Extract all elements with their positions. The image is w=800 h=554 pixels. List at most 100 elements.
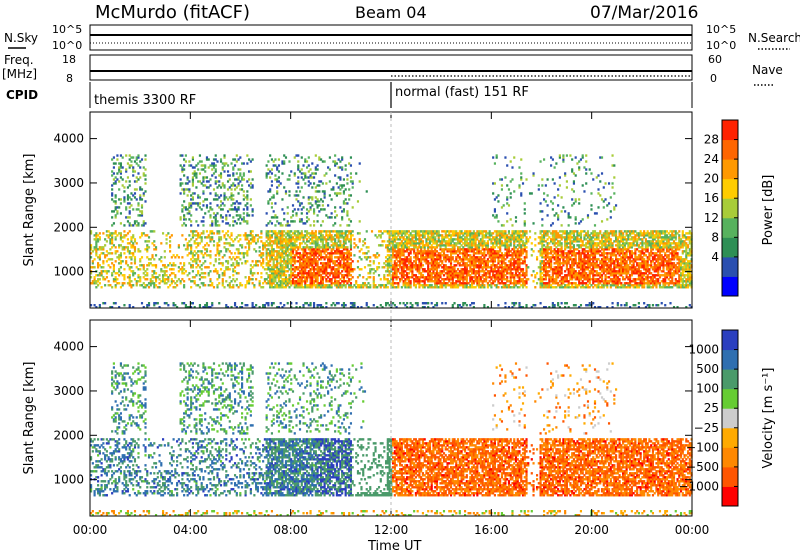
data-cell — [458, 240, 461, 243]
data-cell — [137, 208, 140, 211]
data-cell — [93, 276, 96, 279]
data-cell — [404, 266, 407, 269]
data-cell — [502, 272, 505, 275]
data-cell — [462, 286, 465, 289]
data-cell — [414, 262, 417, 265]
data-cell — [228, 286, 231, 289]
data-cell — [279, 240, 282, 243]
nave-tick-top: 60 — [708, 53, 722, 66]
data-cell — [281, 248, 284, 251]
data-cell — [191, 256, 194, 259]
data-cell — [246, 196, 249, 199]
data-cell — [349, 172, 353, 175]
data-cell — [223, 204, 226, 207]
data-cell — [509, 278, 512, 281]
data-cell — [298, 218, 302, 221]
data-cell — [291, 246, 295, 249]
data-cell — [420, 242, 423, 245]
data-cell — [304, 282, 307, 285]
data-cell — [277, 230, 281, 233]
data-cell — [126, 194, 130, 197]
data-cell — [132, 252, 135, 255]
data-cell — [353, 284, 356, 287]
data-cell — [183, 200, 186, 203]
data-cell — [427, 266, 430, 269]
data-cell — [414, 240, 417, 243]
data-cell — [476, 258, 479, 261]
data-cell — [504, 236, 507, 239]
data-cell — [507, 250, 511, 253]
data-cell — [142, 194, 145, 197]
data-cell — [318, 282, 321, 285]
data-cell — [262, 286, 265, 289]
data-cell — [249, 238, 252, 241]
data-cell — [311, 280, 314, 283]
data-cell — [119, 170, 123, 173]
data-cell — [305, 286, 309, 289]
data-cell — [211, 238, 214, 241]
data-cell — [284, 250, 288, 253]
data-cell — [349, 270, 353, 273]
data-cell — [404, 260, 407, 263]
data-cell — [435, 272, 439, 275]
data-cell — [513, 268, 516, 271]
data-cell — [307, 180, 310, 183]
data-cell — [288, 280, 291, 283]
data-cell — [281, 306, 284, 309]
data-cell — [209, 206, 212, 209]
data-cell — [281, 264, 284, 267]
data-cell — [151, 254, 154, 257]
data-cell — [449, 276, 453, 279]
data-cell — [363, 284, 367, 287]
data-cell — [514, 256, 518, 259]
data-cell — [135, 208, 138, 211]
data-cell — [263, 268, 266, 271]
data-cell — [483, 260, 486, 263]
data-cell — [507, 238, 511, 241]
data-cell — [302, 262, 305, 265]
data-cell — [518, 254, 521, 257]
data-cell — [107, 236, 110, 239]
data-cell — [288, 230, 291, 233]
data-cell — [513, 190, 516, 193]
data-cell — [163, 272, 166, 275]
data-cell — [142, 306, 145, 309]
data-cell — [395, 244, 398, 247]
data-cell — [509, 244, 512, 247]
data-cell — [267, 254, 270, 257]
data-cell — [348, 256, 351, 259]
data-cell — [97, 274, 100, 277]
data-cell — [202, 254, 205, 257]
data-cell — [195, 164, 198, 167]
data-cell — [205, 266, 209, 269]
data-cell — [235, 260, 238, 263]
data-cell — [430, 254, 433, 257]
data-cell — [521, 268, 525, 271]
data-cell — [432, 254, 435, 257]
data-cell — [312, 262, 316, 265]
data-cell — [486, 266, 489, 269]
data-cell — [339, 252, 342, 255]
data-cell — [288, 252, 291, 255]
data-cell — [314, 240, 317, 243]
data-cell — [130, 266, 133, 269]
data-cell — [223, 236, 226, 239]
data-cell — [181, 268, 184, 271]
data-cell — [198, 260, 202, 263]
data-cell — [348, 188, 351, 191]
data-cell — [327, 284, 330, 287]
data-cell — [444, 282, 447, 285]
data-cell — [499, 244, 502, 247]
data-cell — [307, 286, 310, 289]
data-cell — [341, 184, 344, 187]
data-cell — [167, 286, 170, 289]
data-cell — [183, 214, 186, 217]
data-cell — [416, 234, 419, 237]
data-cell — [230, 196, 233, 199]
data-cell — [416, 276, 419, 279]
data-cell — [434, 242, 437, 245]
data-cell — [221, 278, 224, 281]
data-cell — [455, 234, 458, 237]
data-cell — [241, 162, 244, 165]
data-cell — [130, 224, 133, 227]
